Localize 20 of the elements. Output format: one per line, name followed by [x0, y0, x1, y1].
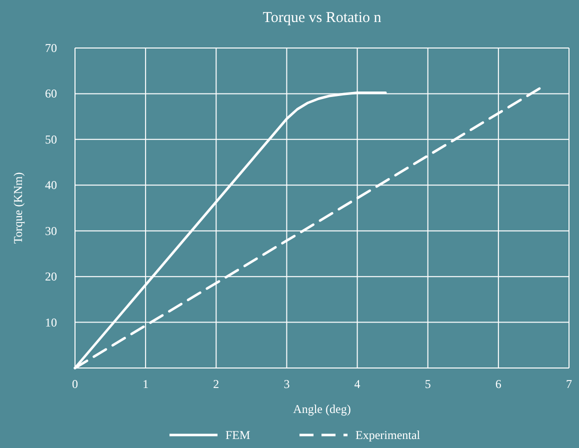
- x-tick-label: 6: [495, 377, 502, 391]
- y-axis-title: Torque (KNm): [11, 172, 25, 244]
- x-tick-label: 7: [566, 377, 572, 391]
- x-tick-label: 0: [72, 377, 78, 391]
- y-tick-label: 70: [45, 41, 57, 55]
- x-tick-label: 2: [213, 377, 220, 391]
- y-tick-label: 20: [45, 270, 57, 284]
- chart-title: Torque vs Rotatio n: [262, 10, 382, 26]
- legend-label: Experimental: [356, 428, 421, 442]
- x-tick-label: 1: [142, 377, 149, 391]
- y-tick-label: 30: [45, 224, 57, 238]
- y-tick-label: 10: [45, 315, 57, 330]
- x-tick-label: 4: [354, 377, 360, 391]
- legend-label: FEM: [226, 428, 251, 442]
- x-axis-title: Angle (deg): [293, 402, 351, 416]
- x-tick-label: 5: [424, 377, 431, 391]
- y-tick-label: 40: [45, 178, 57, 192]
- x-tick-label: 3: [284, 377, 290, 391]
- y-tick-label: 50: [45, 132, 57, 146]
- y-tick-label: 60: [45, 86, 57, 101]
